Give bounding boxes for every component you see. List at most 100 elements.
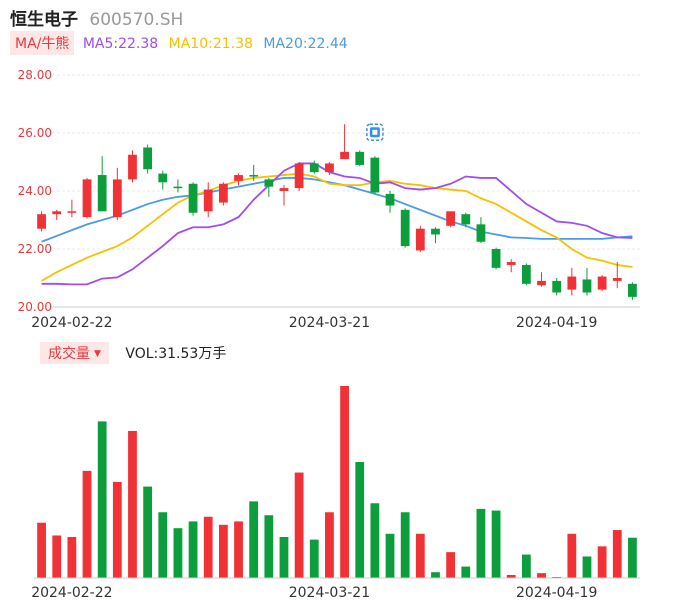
candle: [521, 263, 531, 286]
volume-indicator-dropdown[interactable]: 成交量 ▼: [40, 342, 109, 364]
volume-bar: [461, 566, 471, 578]
candle: [234, 173, 243, 186]
candle: [294, 162, 304, 191]
candle-body: [340, 151, 349, 160]
volume-bar: [446, 552, 456, 578]
candle-body: [264, 179, 274, 187]
volume-bar: [279, 536, 289, 578]
candle: [325, 162, 334, 176]
candle: [143, 144, 153, 174]
volume-bar: [37, 522, 46, 578]
candle-body: [355, 151, 365, 165]
volume-bar: [188, 521, 198, 578]
candle: [158, 170, 168, 190]
volume-bar: [340, 386, 349, 578]
volume-bar: [294, 472, 304, 578]
volume-bar: [537, 573, 546, 578]
legend-ma5: MA5:22.38: [82, 36, 159, 52]
candlesticks: [37, 124, 637, 300]
marker-glyph: [372, 129, 378, 135]
volume-bar: [476, 508, 486, 578]
candle-body: [37, 214, 46, 229]
volume-bar: [355, 462, 365, 578]
candle-body: [597, 276, 607, 290]
price-x-axis: 2024-02-22 2024-03-21 2024-04-19: [31, 315, 597, 331]
y-tick-label: 28.00: [18, 68, 52, 82]
ma-legend: MA/牛熊 MA5:22.38 MA10:21.38 MA20:22.44: [10, 31, 354, 55]
candle: [355, 150, 365, 167]
volume-bar: [582, 556, 592, 578]
volume-bar: [612, 530, 622, 578]
candle: [37, 211, 46, 232]
volume-bar: [521, 554, 531, 578]
candle: [82, 177, 92, 219]
volume-bar: [203, 516, 213, 578]
volume-bar: [264, 515, 274, 578]
legend-ma20: MA20:22.44: [263, 36, 348, 52]
candle: [446, 211, 456, 228]
candle-body: [446, 211, 456, 226]
candle: [597, 275, 607, 292]
volume-bar: [415, 533, 425, 578]
y-tick-label: 22.00: [18, 242, 52, 256]
volume-bar: [628, 537, 637, 578]
candle: [279, 185, 289, 206]
candle: [385, 191, 395, 213]
volume-bar: [567, 533, 577, 578]
triangle-down-icon: ▼: [94, 349, 101, 359]
candle-body: [82, 179, 92, 218]
candle: [628, 282, 637, 300]
candle: [415, 225, 425, 252]
volume-legend: 成交量 ▼ VOL:31.53万手: [40, 342, 226, 364]
volume-tag-label: 成交量: [48, 346, 90, 362]
legend-ma10: MA10:21.38: [168, 36, 253, 52]
candle: [264, 177, 274, 197]
candle-body: [188, 183, 198, 213]
candle-body: [67, 211, 77, 213]
candle: [400, 208, 410, 248]
candle-body: [537, 280, 546, 286]
volume-x-axis: 2024-02-22 2024-03-21 2024-04-19: [31, 585, 597, 601]
volume-bar: [67, 536, 77, 578]
candle: [97, 156, 107, 212]
candle-body: [491, 249, 501, 268]
x-tick-label: 2024-04-19: [516, 585, 597, 601]
candle: [567, 267, 577, 296]
volume-bar: [143, 486, 153, 578]
candle-body: [279, 188, 289, 191]
x-tick-label: 2024-02-22: [31, 585, 112, 601]
ma-indicator-tag[interactable]: MA/牛熊: [10, 31, 75, 55]
candle: [67, 199, 77, 218]
candle: [188, 182, 198, 216]
candle-body: [431, 228, 440, 235]
volume-bars: [34, 386, 640, 579]
volume-bar: [506, 575, 516, 578]
candle-body: [218, 183, 228, 203]
candle-body: [97, 175, 107, 212]
candle-body: [325, 163, 334, 173]
volume-bar: [400, 512, 410, 578]
candle: [52, 209, 62, 220]
candle-body: [249, 175, 259, 177]
candle-body: [385, 193, 395, 206]
candle: [370, 156, 380, 194]
volume-bar: [97, 421, 107, 578]
candle-body: [521, 264, 531, 284]
ma10-line: [41, 172, 633, 282]
candle-body: [552, 280, 562, 293]
volume-bar: [309, 539, 319, 578]
ma-lines: [41, 162, 633, 286]
volume-bar: [112, 481, 122, 578]
candle-body: [52, 211, 62, 215]
volume-bar: [491, 510, 501, 578]
y-tick-label: 20.00: [18, 300, 52, 314]
candle: [506, 259, 516, 273]
candle: [431, 227, 440, 244]
candle: [218, 182, 228, 206]
volume-bar: [173, 528, 183, 578]
candle-body: [112, 179, 122, 218]
candle-body: [400, 209, 410, 247]
stock-name: 恒生电子: [10, 10, 78, 30]
candle: [309, 160, 319, 174]
